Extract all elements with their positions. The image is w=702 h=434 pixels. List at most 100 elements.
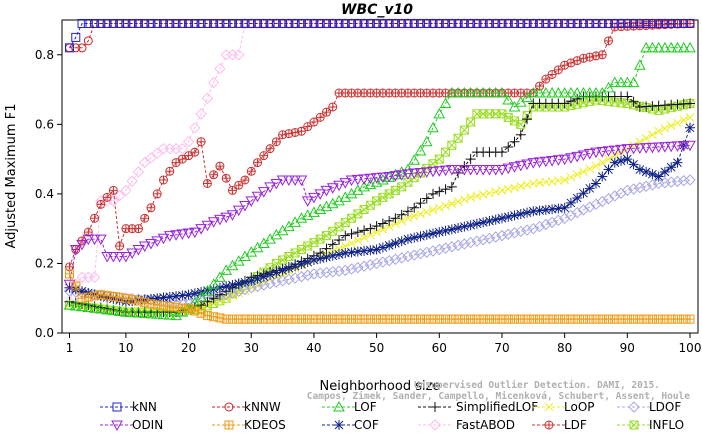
data-point (409, 232, 420, 243)
data-point (370, 257, 383, 270)
data-point (583, 87, 596, 98)
data-point (266, 144, 275, 153)
data-point (684, 41, 696, 53)
y-tick-label: 0.2 (35, 256, 54, 270)
data-point (315, 18, 325, 28)
data-point (333, 180, 345, 192)
data-point (126, 306, 139, 318)
data-point (602, 146, 615, 157)
data-point (622, 91, 633, 102)
data-point (528, 18, 538, 28)
series-ldf (65, 18, 695, 272)
data-point (602, 81, 615, 93)
data-point (634, 59, 646, 70)
data-point (127, 18, 137, 28)
legend-label: INFLO (649, 418, 684, 432)
data-point (190, 18, 200, 28)
x-tick-label: 60 (432, 341, 447, 355)
data-point (321, 252, 332, 263)
data-point (159, 18, 169, 28)
data-point (421, 229, 432, 240)
data-point (414, 247, 427, 260)
series-odin (63, 140, 696, 291)
data-point (303, 18, 313, 28)
data-point (334, 249, 345, 260)
data-point (453, 18, 463, 28)
data-point (121, 18, 131, 28)
data-point (112, 402, 122, 412)
data-point (553, 203, 564, 214)
data-point (352, 246, 363, 257)
data-point (189, 227, 201, 239)
data-point (214, 289, 226, 302)
data-point (132, 245, 145, 256)
data-point (496, 147, 507, 158)
data-point (271, 18, 281, 28)
data-point (646, 179, 659, 191)
data-point (183, 289, 194, 300)
data-point (666, 121, 676, 131)
legend-item-fastabod: FastABOD (418, 418, 515, 432)
data-point (571, 206, 583, 219)
data-point (321, 243, 332, 254)
data-point (590, 198, 602, 211)
data-point (345, 263, 358, 275)
data-point (215, 162, 224, 171)
data-point (377, 256, 389, 268)
data-point (565, 87, 577, 98)
data-point (547, 204, 558, 215)
data-point (652, 177, 665, 190)
data-point (107, 304, 120, 316)
legend-item-loop: LoOP (532, 400, 595, 414)
data-point (63, 299, 76, 310)
data-point (515, 225, 527, 238)
data-point (226, 210, 239, 221)
data-point (163, 309, 176, 320)
data-point (170, 309, 182, 321)
data-point (552, 214, 565, 227)
data-point (622, 154, 633, 165)
data-point (207, 217, 220, 228)
data-point (609, 157, 620, 168)
data-point (390, 238, 401, 249)
data-point (596, 87, 609, 98)
data-point (157, 308, 170, 320)
data-point (465, 154, 476, 165)
data-point (634, 143, 646, 155)
data-point (420, 135, 433, 147)
data-point (308, 192, 320, 204)
data-point (434, 186, 445, 197)
data-point (496, 229, 508, 242)
data-point (164, 291, 175, 302)
data-point (202, 18, 212, 28)
data-point (464, 236, 477, 249)
data-point (659, 41, 671, 53)
data-point (671, 41, 684, 53)
series-line (69, 116, 691, 313)
data-point (552, 155, 565, 166)
data-point (290, 18, 300, 28)
data-point (559, 202, 570, 213)
data-point (309, 118, 318, 127)
data-point (222, 174, 231, 183)
data-point (566, 172, 576, 182)
data-point (297, 127, 306, 136)
data-point (315, 253, 326, 264)
data-point (171, 291, 182, 302)
data-point (447, 199, 457, 208)
data-point (453, 197, 463, 206)
data-point (220, 212, 233, 224)
data-point (259, 151, 268, 160)
data-point (359, 225, 370, 236)
data-point (677, 41, 690, 53)
legend-label: COF (354, 418, 379, 432)
x-tick-label: 30 (244, 341, 259, 355)
data-point (535, 18, 545, 28)
data-point (510, 18, 520, 28)
x-tick-label: 20 (181, 341, 196, 355)
data-point (396, 209, 407, 220)
data-point (309, 18, 319, 28)
data-point (196, 18, 206, 28)
data-point (522, 18, 532, 28)
data-point (590, 147, 602, 159)
